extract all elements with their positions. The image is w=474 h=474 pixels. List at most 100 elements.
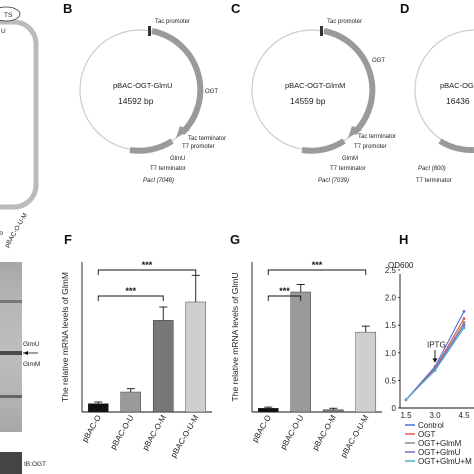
blot-ogt-strip xyxy=(0,452,22,474)
western-blot: o pBAC-O-U-M GlmU GlmM IB:OGT xyxy=(0,212,46,474)
plasmid-c-tac-promoter-mark xyxy=(320,26,323,36)
plasmid-b-gene: GlmU xyxy=(170,156,185,162)
plasmid-b-t7-promoter: T7 promoter xyxy=(182,144,215,150)
chart-h-ytick-4: 2.0 xyxy=(385,294,397,303)
chart-f-bar-0 xyxy=(87,403,109,413)
chart-f-ylabel: The relative mRNA levels of GlmM xyxy=(60,272,70,402)
chart-g-glmu-mrna: The relative mRNA levels of GlmU pBAC-O pB… xyxy=(230,260,382,459)
plasmid-c-tac-terminator: Tac terminator xyxy=(358,134,396,140)
plasmid-d-t7-terminator: T7 terminator xyxy=(416,178,452,184)
chart-g-xtick-3: pBAC-O-U-M xyxy=(339,413,371,459)
panel-label-h: H xyxy=(399,232,408,247)
blot-band-glm xyxy=(0,351,22,355)
plasmid-c-tac-promoter: Tac promoter xyxy=(327,19,362,25)
chart-h-growth-curve: OD600 0 0.5 1.0 1.5 2.0 2.5 1.5 3.0 4.5 IPTG Contro… xyxy=(385,261,474,466)
plasmid-c-ogt-arrowhead xyxy=(348,126,362,138)
plasmid-c-site: PacI (7039) xyxy=(318,178,349,184)
chart-f-sig-bracket-1 xyxy=(97,269,197,275)
chart-g-sig-label-1: *** xyxy=(312,260,323,270)
chart-h-point-4-1 xyxy=(433,369,437,372)
chart-f-xtick-2: pBAC-O-M xyxy=(141,413,169,452)
chart-h-ytick-3: 1.5 xyxy=(385,321,397,330)
chart-g-xtick-0: pBAC-O xyxy=(250,414,273,444)
chart-f-glmm-mrna: The relative mRNA levels of GlmM pBAC-O pB… xyxy=(60,260,212,459)
chart-f-bar-3 xyxy=(185,301,207,413)
panel-label-d: D xyxy=(400,1,409,16)
plasmid-b-ogt-label: OGT xyxy=(205,89,218,95)
chart-h-ytick-1: 0.5 xyxy=(385,376,397,385)
chart-f-xtick-0: pBAC-O xyxy=(80,414,103,444)
chart-g-xtick-2: pBAC-O-M xyxy=(311,413,339,452)
blot-texture xyxy=(0,262,22,432)
chart-h-legend-label-1: OGT xyxy=(418,430,435,439)
chart-f-xtick-3: pBAC-O-U-M xyxy=(169,413,201,459)
chart-h-ytick-5: 2.5 xyxy=(385,266,397,275)
plasmid-b-t7-terminator: T7 terminator xyxy=(150,166,186,172)
chart-h-xtick-2: 4.5 xyxy=(458,411,470,420)
plasmid-c-t7-terminator: T7 terminator xyxy=(330,166,366,172)
chart-g-bar-1 xyxy=(290,291,312,413)
plasmid-c-name: pBAC-OGT-GlmM xyxy=(285,81,345,90)
chart-h-legend-label-4: OGT+GlmU+M xyxy=(418,457,472,466)
chart-h-ytick-0: 0 xyxy=(392,404,397,413)
panel-label-c: C xyxy=(231,1,241,16)
panel-label-f: F xyxy=(64,232,72,247)
ts-label: TS xyxy=(4,12,13,19)
plasmid-map-b: B Tac promoter OGT Tac terminator T7 pro… xyxy=(63,1,226,184)
plasmid-b-tac-promoter: Tac promoter xyxy=(155,19,190,25)
chart-f-bar-2 xyxy=(152,320,174,413)
chart-g-bar-3 xyxy=(355,331,377,413)
plasmid-b-size: 14592 bp xyxy=(118,96,154,106)
chart-g-bar-2 xyxy=(322,409,344,413)
chart-h-legend-label-0: Control xyxy=(418,421,444,430)
blot-lane-left: o xyxy=(0,230,6,237)
chart-h-annotation-arrowhead xyxy=(432,358,438,363)
chart-h-point-0-2 xyxy=(462,310,466,313)
chart-h-xtick-1: 3.0 xyxy=(429,411,441,420)
chart-h-annotation: IPTG xyxy=(427,340,446,349)
plasmid-c-t7-promoter: T7 promoter xyxy=(354,144,387,150)
chart-f-sig-bracket-0 xyxy=(97,295,164,301)
plasmid-c-ogt-arrow xyxy=(323,28,376,136)
chart-f-bar-1 xyxy=(120,391,142,413)
chart-f-xtick-1: pBAC-O-U xyxy=(109,413,136,451)
blot-lane-label: pBAC-O-U-M xyxy=(4,212,29,249)
chart-h-point-1-2 xyxy=(462,317,466,320)
blot-band-upper xyxy=(0,300,22,303)
chart-h-ytick-2: 1.0 xyxy=(385,349,397,358)
blot-arrow-head xyxy=(23,351,28,355)
blot-band-glmu: GlmU xyxy=(23,341,40,348)
chart-g-sig-bracket-1 xyxy=(267,269,367,275)
chart-g-sig-label-0: *** xyxy=(279,286,290,296)
panel-label-b: B xyxy=(63,1,72,16)
plasmid-c-ogt-label: OGT xyxy=(372,58,385,64)
chart-g-xtick-1: pBAC-O-U xyxy=(279,413,306,451)
chart-g-sig-bracket-0 xyxy=(267,295,302,301)
chart-g-bar-0 xyxy=(257,408,279,413)
ts-origin-box xyxy=(0,6,21,22)
plasmid-d-name: pBAC-OGT- xyxy=(440,81,474,90)
plasmid-c-gene: GlmM xyxy=(342,156,358,162)
chart-h-xtick-0: 1.5 xyxy=(400,411,412,420)
plasmid-map-d: D pBAC-OGT- 16436 PacI (800) T7 terminat… xyxy=(400,1,474,184)
plasmid-d-site: PacI (800) xyxy=(418,166,446,172)
chart-h-point-4-2 xyxy=(462,326,466,330)
plasmid-map-c: C Tac promoter OGT Tac terminator T7 pro… xyxy=(231,1,396,184)
plasmid-d-size: 16436 xyxy=(446,96,470,106)
chart-h-point-2-2 xyxy=(462,321,466,324)
plasmid-b-ogt-arrow xyxy=(151,28,204,136)
chart-g-ylabel: The relative mRNA levels of GlmU xyxy=(230,273,240,402)
chart-h-point-3-2 xyxy=(462,323,466,327)
plasmid-b-tac-terminator: Tac terminator xyxy=(188,136,226,142)
plasmid-c-size: 14559 bp xyxy=(290,96,326,106)
blot-ib-label: IB:OGT xyxy=(24,461,46,468)
blot-band-glmm: GlmM xyxy=(23,361,40,368)
blot-band-lower xyxy=(0,395,22,398)
plasmid-d-circle xyxy=(414,29,474,151)
plasmid-b-tac-promoter-mark xyxy=(148,26,151,36)
chart-h-ylabel: OD600 xyxy=(388,261,414,270)
plasmid-d-arrow xyxy=(438,138,474,154)
plasmid-b-glm-arrow xyxy=(129,138,174,154)
chart-h-legend-label-2: OGT+GlmM xyxy=(418,439,462,448)
